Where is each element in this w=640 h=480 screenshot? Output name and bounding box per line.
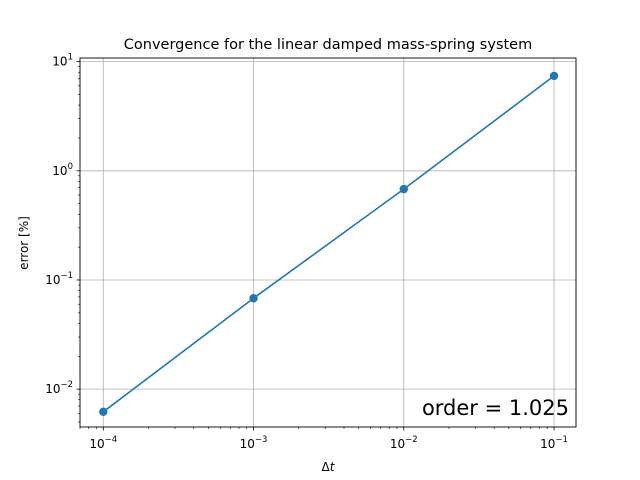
x-tick-label: 10−1	[540, 435, 568, 451]
data-point	[399, 184, 408, 194]
x-tick-label: 10−4	[89, 435, 117, 451]
data-point	[549, 71, 559, 81]
plot-frame	[79, 57, 577, 428]
x-tick-label-base: 10	[540, 437, 555, 451]
y-tick-label-base: 10	[45, 382, 60, 396]
y-axis-label: error [%]	[17, 216, 31, 270]
x-tick-label-exp: −4	[105, 435, 118, 445]
x-tick-label-exp: −1	[555, 435, 568, 445]
y-tick-label-base: 10	[52, 55, 67, 69]
y-tick-label: 100	[52, 162, 73, 178]
y-tick-label-exp: −2	[60, 380, 73, 390]
y-tick-label-exp: 1	[68, 53, 73, 63]
x-tick-label-base: 10	[240, 437, 255, 451]
x-axis-label: Δt	[322, 460, 336, 474]
x-tick-label-base: 10	[89, 437, 104, 451]
series-line	[102, 75, 555, 413]
x-tick-label-exp: −3	[255, 435, 268, 445]
major-ticks	[76, 61, 555, 431]
order-annotation: order = 1.025	[422, 396, 569, 420]
x-tick-label-exp: −2	[405, 435, 418, 445]
data-point	[99, 407, 108, 417]
x-tick-label: 10−3	[240, 435, 268, 451]
y-tick-label: 101	[52, 53, 73, 69]
x-tick-label: 10−2	[390, 435, 418, 451]
data-point	[249, 294, 258, 303]
y-tick-label-exp: 0	[68, 162, 73, 172]
x-axis-label-delta: Δ	[322, 460, 331, 474]
series-layer	[99, 71, 559, 417]
y-tick-label: 10−1	[45, 271, 73, 287]
y-tick-label-base: 10	[45, 273, 60, 287]
chart-title: Convergence for the linear damped mass-s…	[124, 37, 532, 53]
y-tick-label-exp: −1	[60, 271, 73, 281]
y-tick-label: 10−2	[45, 380, 73, 396]
grid-lines	[80, 58, 576, 427]
y-tick-label-base: 10	[52, 164, 67, 178]
x-tick-label-base: 10	[390, 437, 405, 451]
x-axis-label-var: t	[330, 460, 336, 474]
